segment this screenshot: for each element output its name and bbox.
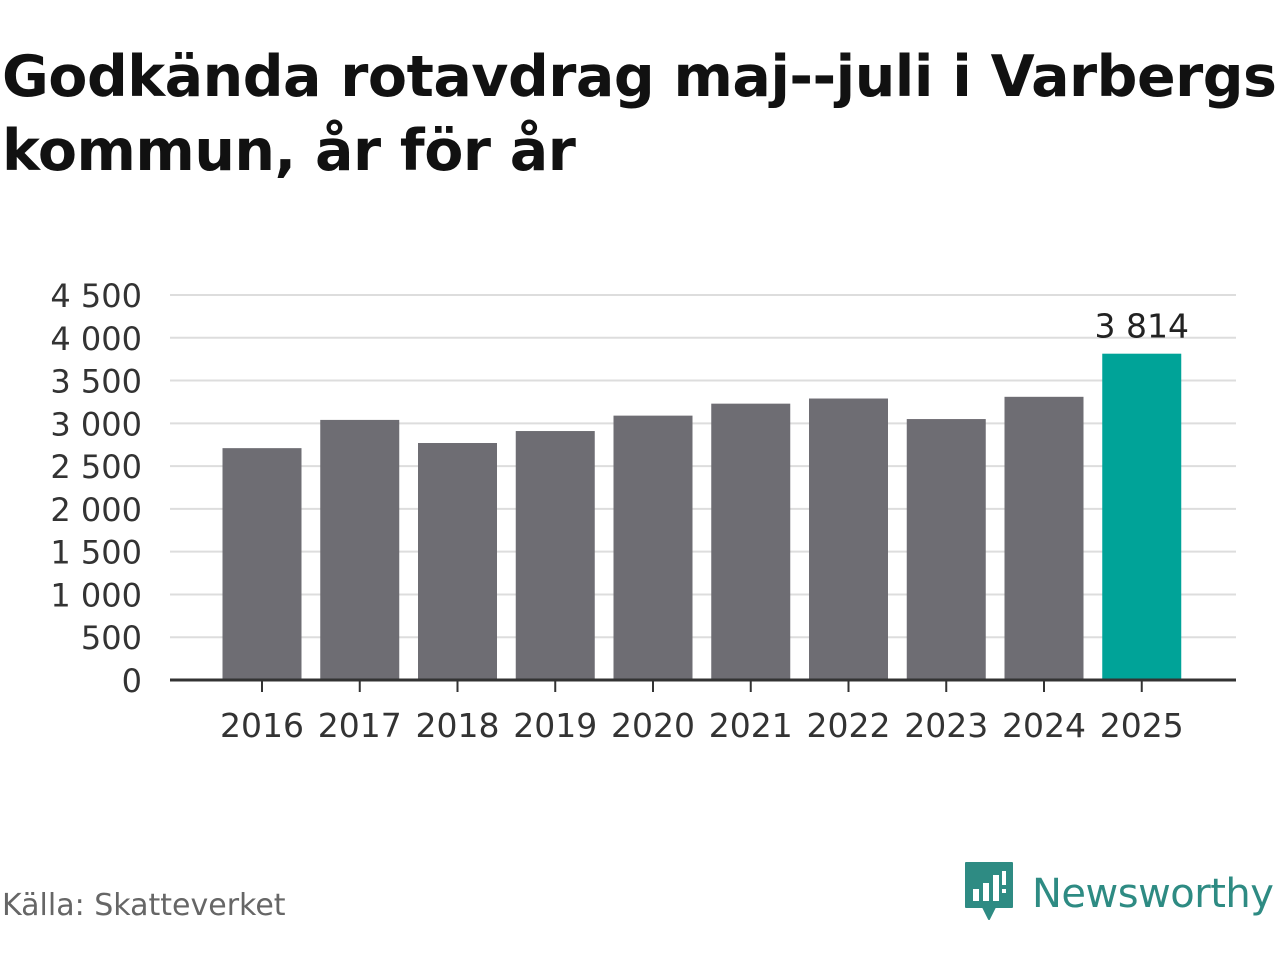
x-tick-label: 2017 — [318, 706, 402, 745]
bar-2017 — [320, 419, 400, 680]
x-tick-label: 2018 — [416, 706, 500, 745]
y-tick-label: 4 500 — [50, 277, 142, 315]
x-tick-label: 2016 — [220, 706, 304, 745]
bar-2019 — [515, 431, 595, 680]
source-note: Källa: Skatteverket — [2, 888, 286, 923]
x-tick-label: 2021 — [709, 706, 793, 745]
bar-2016 — [222, 448, 302, 680]
x-tick-label: 2025 — [1100, 706, 1184, 745]
y-tick-label: 2 000 — [50, 491, 142, 529]
y-axis: 0 500 1 000 1 500 2 000 2 500 3 000 3 500 4 000 4… — [50, 277, 142, 700]
brand: Newsworthy — [964, 861, 1274, 927]
x-tick-label: 2019 — [513, 706, 597, 745]
bar-2020 — [613, 415, 693, 680]
x-tick-label: 2020 — [611, 706, 695, 745]
bars — [222, 353, 1182, 680]
y-tick-label: 1 500 — [50, 534, 142, 572]
y-tick-label: 500 — [81, 619, 142, 657]
x-tick-label: 2022 — [807, 706, 891, 745]
bar-2024 — [1004, 396, 1084, 680]
brand-name: Newsworthy — [1032, 871, 1274, 917]
bar-2021 — [711, 403, 791, 680]
bar-2025 — [1102, 353, 1182, 680]
y-tick-label: 0 — [122, 662, 142, 700]
bar-2018 — [418, 443, 497, 680]
data-label: 3 814 — [1095, 307, 1189, 346]
newsworthy-logo-icon — [964, 861, 1014, 927]
bar-2023 — [906, 419, 986, 680]
bar-2022 — [809, 398, 888, 680]
chart-title: Godkända rotavdrag maj--juli i Varbergs … — [2, 44, 1277, 184]
y-tick-label: 3 000 — [50, 405, 142, 443]
y-tick-label: 2 500 — [50, 448, 142, 486]
x-axis: 2016 2017 2018 2019 2020 2021 2022 2023 2024 2025 — [170, 678, 1236, 745]
y-tick-label: 3 500 — [50, 363, 142, 401]
y-tick-label: 1 000 — [50, 576, 142, 614]
y-tick-label: 4 000 — [50, 320, 142, 358]
x-tick-label: 2024 — [1002, 706, 1086, 745]
x-tick-label: 2023 — [904, 706, 988, 745]
value-labels: 3 814 — [1095, 307, 1189, 346]
